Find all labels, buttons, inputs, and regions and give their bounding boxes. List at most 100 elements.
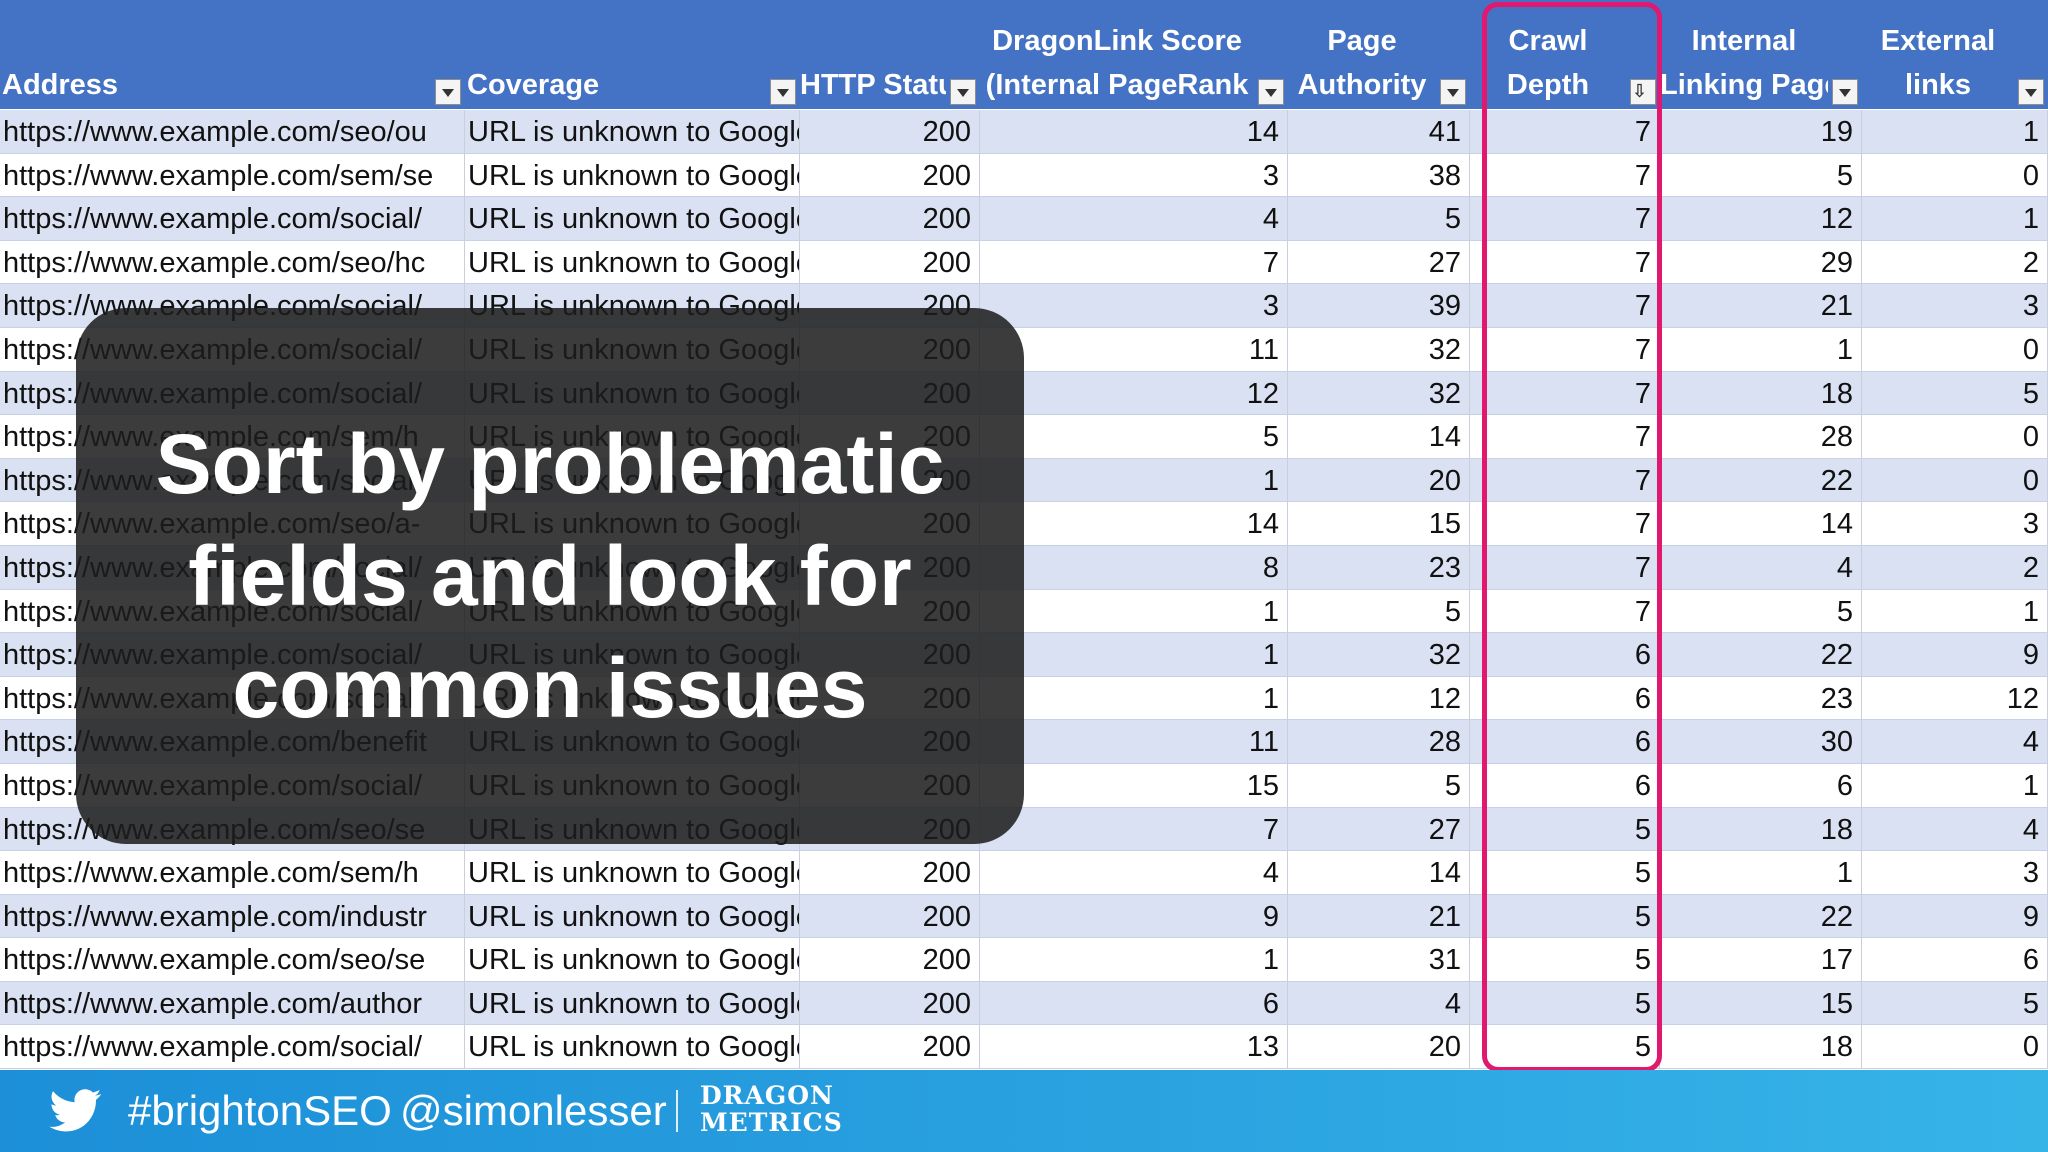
cell-dragonlink-score[interactable]: 11 bbox=[980, 327, 1288, 371]
cell-internal-linking-pages[interactable]: 5 bbox=[1660, 153, 1862, 197]
cell-http-status[interactable]: 200 bbox=[800, 851, 980, 895]
header-http-status[interactable]: HTTP Statu bbox=[800, 0, 980, 109]
cell-page-authority[interactable]: 4 bbox=[1288, 981, 1470, 1025]
cell-http-status[interactable]: 200 bbox=[800, 894, 980, 938]
filter-dropdown-icon[interactable] bbox=[1440, 79, 1466, 105]
cell-page-authority[interactable]: 31 bbox=[1288, 938, 1470, 982]
cell-dragonlink-score[interactable]: 14 bbox=[980, 110, 1288, 153]
cell-dragonlink-score[interactable]: 9 bbox=[980, 894, 1288, 938]
cell-http-status[interactable]: 200 bbox=[800, 197, 980, 241]
cell-http-status[interactable]: 200 bbox=[800, 153, 980, 197]
cell-page-authority[interactable]: 32 bbox=[1288, 633, 1470, 677]
cell-internal-linking-pages[interactable]: 22 bbox=[1660, 633, 1862, 677]
filter-dropdown-icon[interactable] bbox=[1258, 79, 1284, 105]
cell-external-links[interactable]: 0 bbox=[1862, 1025, 2048, 1069]
cell-page-authority[interactable]: 20 bbox=[1288, 1025, 1470, 1069]
table-row[interactable]: https://www.example.com/social/URL is un… bbox=[0, 197, 2048, 241]
cell-crawl-depth[interactable]: 6 bbox=[1470, 676, 1660, 720]
cell-internal-linking-pages[interactable]: 18 bbox=[1660, 371, 1862, 415]
cell-crawl-depth[interactable]: 5 bbox=[1470, 807, 1660, 851]
cell-dragonlink-score[interactable]: 4 bbox=[980, 197, 1288, 241]
cell-page-authority[interactable]: 41 bbox=[1288, 110, 1470, 153]
cell-http-status[interactable]: 200 bbox=[800, 981, 980, 1025]
cell-internal-linking-pages[interactable]: 5 bbox=[1660, 589, 1862, 633]
cell-page-authority[interactable]: 39 bbox=[1288, 284, 1470, 328]
cell-crawl-depth[interactable]: 5 bbox=[1470, 981, 1660, 1025]
cell-crawl-depth[interactable]: 7 bbox=[1470, 153, 1660, 197]
cell-page-authority[interactable]: 23 bbox=[1288, 545, 1470, 589]
cell-coverage[interactable]: URL is unknown to Google bbox=[465, 851, 800, 895]
cell-external-links[interactable]: 2 bbox=[1862, 545, 2048, 589]
cell-internal-linking-pages[interactable]: 18 bbox=[1660, 807, 1862, 851]
cell-http-status[interactable]: 200 bbox=[800, 1025, 980, 1069]
cell-external-links[interactable]: 4 bbox=[1862, 807, 2048, 851]
cell-page-authority[interactable]: 28 bbox=[1288, 720, 1470, 764]
cell-internal-linking-pages[interactable]: 4 bbox=[1660, 545, 1862, 589]
cell-page-authority[interactable]: 27 bbox=[1288, 807, 1470, 851]
cell-crawl-depth[interactable]: 7 bbox=[1470, 284, 1660, 328]
cell-external-links[interactable]: 0 bbox=[1862, 153, 2048, 197]
cell-external-links[interactable]: 1 bbox=[1862, 110, 2048, 153]
cell-internal-linking-pages[interactable]: 18 bbox=[1660, 1025, 1862, 1069]
table-row[interactable]: https://www.example.com/author URL is unk… bbox=[0, 981, 2048, 1026]
cell-crawl-depth[interactable]: 5 bbox=[1470, 1025, 1660, 1069]
cell-external-links[interactable]: 3 bbox=[1862, 502, 2048, 546]
cell-page-authority[interactable]: 5 bbox=[1288, 197, 1470, 241]
cell-external-links[interactable]: 3 bbox=[1862, 851, 2048, 895]
table-row[interactable]: https://www.example.com/seo/hc URL is unk… bbox=[0, 240, 2048, 285]
cell-coverage[interactable]: URL is unknown to Google bbox=[465, 153, 800, 197]
cell-crawl-depth[interactable]: 7 bbox=[1470, 371, 1660, 415]
cell-internal-linking-pages[interactable]: 12 bbox=[1660, 197, 1862, 241]
cell-dragonlink-score[interactable]: 15 bbox=[980, 763, 1288, 807]
cell-crawl-depth[interactable]: 7 bbox=[1470, 240, 1660, 284]
table-row[interactable]: https://www.example.com/sem/se URL is unk… bbox=[0, 153, 2048, 198]
cell-external-links[interactable]: 0 bbox=[1862, 415, 2048, 459]
cell-dragonlink-score[interactable]: 1 bbox=[980, 589, 1288, 633]
cell-dragonlink-score[interactable]: 3 bbox=[980, 284, 1288, 328]
cell-http-status[interactable]: 200 bbox=[800, 240, 980, 284]
cell-crawl-depth[interactable]: 6 bbox=[1470, 720, 1660, 764]
cell-crawl-depth[interactable]: 7 bbox=[1470, 589, 1660, 633]
cell-internal-linking-pages[interactable]: 15 bbox=[1660, 981, 1862, 1025]
sort-descending-icon[interactable]: ⇩ bbox=[1630, 79, 1656, 105]
cell-crawl-depth[interactable]: 7 bbox=[1470, 327, 1660, 371]
cell-internal-linking-pages[interactable]: 14 bbox=[1660, 502, 1862, 546]
cell-crawl-depth[interactable]: 6 bbox=[1470, 763, 1660, 807]
cell-crawl-depth[interactable]: 7 bbox=[1470, 197, 1660, 241]
cell-dragonlink-score[interactable]: 7 bbox=[980, 807, 1288, 851]
cell-coverage[interactable]: URL is unknown to Google bbox=[465, 110, 800, 153]
cell-coverage[interactable]: URL is unknown to Google bbox=[465, 981, 800, 1025]
header-crawl-depth[interactable]: Crawl Depth ⇩ bbox=[1470, 0, 1660, 109]
cell-page-authority[interactable]: 21 bbox=[1288, 894, 1470, 938]
cell-coverage[interactable]: URL is unknown to Google bbox=[465, 197, 800, 241]
cell-address[interactable]: https://www.example.com/sem/se bbox=[0, 153, 465, 197]
cell-page-authority[interactable]: 14 bbox=[1288, 415, 1470, 459]
filter-dropdown-icon[interactable] bbox=[2018, 79, 2044, 105]
cell-page-authority[interactable]: 32 bbox=[1288, 371, 1470, 415]
cell-page-authority[interactable]: 5 bbox=[1288, 763, 1470, 807]
cell-internal-linking-pages[interactable]: 22 bbox=[1660, 458, 1862, 502]
cell-external-links[interactable]: 2 bbox=[1862, 240, 2048, 284]
cell-external-links[interactable]: 12 bbox=[1862, 676, 2048, 720]
cell-dragonlink-score[interactable]: 12 bbox=[980, 371, 1288, 415]
cell-internal-linking-pages[interactable]: 28 bbox=[1660, 415, 1862, 459]
cell-crawl-depth[interactable]: 7 bbox=[1470, 110, 1660, 153]
cell-address[interactable]: https://www.example.com/industr bbox=[0, 894, 465, 938]
cell-page-authority[interactable]: 32 bbox=[1288, 327, 1470, 371]
cell-external-links[interactable]: 0 bbox=[1862, 458, 2048, 502]
cell-external-links[interactable]: 9 bbox=[1862, 633, 2048, 677]
filter-dropdown-icon[interactable] bbox=[950, 79, 976, 105]
cell-crawl-depth[interactable]: 5 bbox=[1470, 894, 1660, 938]
cell-internal-linking-pages[interactable]: 23 bbox=[1660, 676, 1862, 720]
cell-coverage[interactable]: URL is unknown to Google bbox=[465, 240, 800, 284]
cell-dragonlink-score[interactable]: 5 bbox=[980, 415, 1288, 459]
cell-dragonlink-score[interactable]: 1 bbox=[980, 458, 1288, 502]
filter-dropdown-icon[interactable] bbox=[435, 79, 461, 105]
header-address[interactable]: Address bbox=[0, 0, 465, 109]
header-page-authority[interactable]: Page Authority bbox=[1288, 0, 1470, 109]
cell-external-links[interactable]: 1 bbox=[1862, 197, 2048, 241]
cell-external-links[interactable]: 1 bbox=[1862, 763, 2048, 807]
cell-crawl-depth[interactable]: 7 bbox=[1470, 545, 1660, 589]
cell-address[interactable]: https://www.example.com/social/ bbox=[0, 1025, 465, 1069]
